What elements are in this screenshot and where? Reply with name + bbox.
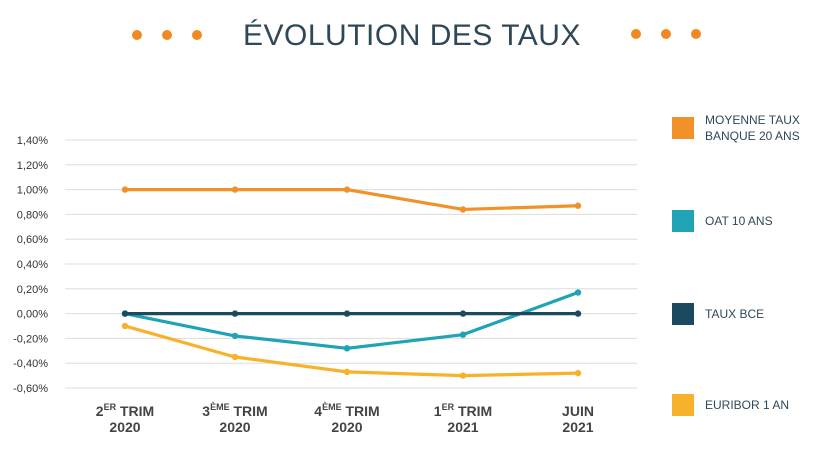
series-moyenne-taux-banque-20-ans bbox=[121, 186, 582, 213]
data-point bbox=[343, 310, 351, 317]
legend-label: MOYENNE TAUX bbox=[705, 113, 800, 127]
series-line bbox=[123, 290, 580, 350]
y-tick-label: 0,60% bbox=[17, 234, 48, 246]
title-dot bbox=[132, 30, 142, 40]
legend-label: EURIBOR 1 AN bbox=[705, 398, 789, 412]
legend-swatch bbox=[672, 210, 694, 232]
legend-item: MOYENNE TAUX BANQUE 20 ANS bbox=[672, 113, 800, 143]
x-tick-label: 4ÈME TRIM bbox=[314, 402, 379, 419]
title-dot bbox=[192, 30, 202, 40]
y-tick-label: 1,40% bbox=[17, 135, 48, 147]
y-tick-label: 0,00% bbox=[17, 309, 48, 321]
data-point bbox=[343, 368, 351, 376]
legend-item: EURIBOR 1 AN bbox=[672, 394, 789, 416]
y-tick-label: -0,20% bbox=[13, 333, 48, 345]
legend-swatch bbox=[672, 117, 694, 139]
title-dot bbox=[162, 30, 172, 40]
data-point bbox=[459, 331, 467, 338]
y-tick-label: 1,00% bbox=[17, 185, 48, 197]
x-tick-year: 2020 bbox=[219, 419, 250, 435]
data-point bbox=[574, 289, 582, 296]
data-point bbox=[459, 206, 467, 213]
data-point bbox=[121, 186, 129, 193]
title-dot bbox=[661, 29, 671, 39]
x-tick-year: 2020 bbox=[331, 419, 362, 435]
y-axis: 1,40% 1,20% 1,00% 0,80% 0,60% 0,40% 0,20% 0,00%… bbox=[13, 135, 48, 395]
y-tick-label: 1,20% bbox=[17, 160, 48, 172]
x-tick-year: 2021 bbox=[562, 419, 593, 435]
data-point bbox=[574, 369, 582, 377]
y-tick-label: -0,60% bbox=[13, 383, 48, 395]
x-tick-label: 2ER TRIM bbox=[96, 402, 154, 419]
title-decoration-left bbox=[132, 30, 202, 40]
y-tick-label: 0,20% bbox=[17, 284, 48, 296]
legend-label: BANQUE 20 ANS bbox=[705, 129, 800, 143]
series-line bbox=[123, 324, 580, 378]
data-point bbox=[459, 310, 467, 317]
data-point bbox=[459, 372, 467, 379]
legend-swatch bbox=[672, 394, 694, 416]
data-point bbox=[231, 332, 239, 340]
data-point bbox=[231, 353, 239, 361]
data-point bbox=[343, 186, 351, 193]
series-line bbox=[123, 188, 580, 212]
data-point bbox=[231, 186, 239, 193]
legend-item: TAUX BCE bbox=[672, 303, 764, 325]
grid bbox=[65, 139, 637, 389]
x-tick-label: 1ER TRIM bbox=[434, 402, 492, 419]
legend-swatch bbox=[672, 303, 694, 325]
x-tick-label: 3ÈME TRIM bbox=[202, 402, 267, 419]
y-tick-label: 0,80% bbox=[17, 209, 48, 221]
y-tick-label: 0,40% bbox=[17, 259, 48, 271]
legend-item: OAT 10 ANS bbox=[672, 210, 773, 232]
title-decoration-right bbox=[631, 29, 701, 39]
data-point bbox=[574, 202, 582, 209]
data-point bbox=[343, 345, 351, 352]
title-dot bbox=[691, 29, 701, 39]
x-tick-year: 2020 bbox=[109, 419, 140, 435]
chart-title: ÉVOLUTION DES TAUX bbox=[243, 19, 581, 52]
series-euribor-1-an bbox=[121, 322, 582, 379]
series-taux-bce bbox=[121, 310, 582, 317]
legend: MOYENNE TAUX BANQUE 20 ANS OAT 10 ANS TAUX … bbox=[672, 113, 800, 416]
x-tick-year: 2021 bbox=[447, 419, 478, 435]
legend-label: OAT 10 ANS bbox=[705, 214, 773, 228]
data-point bbox=[231, 310, 239, 317]
data-point bbox=[121, 322, 129, 330]
y-tick-label: -0,40% bbox=[13, 358, 48, 370]
data-point bbox=[574, 310, 582, 317]
title-dot bbox=[631, 29, 641, 39]
legend-label: TAUX BCE bbox=[705, 307, 764, 321]
x-tick-label: JUIN bbox=[562, 403, 594, 419]
series-oat-10-ans bbox=[121, 289, 582, 352]
data-point bbox=[121, 310, 129, 317]
plot-area bbox=[121, 186, 582, 379]
